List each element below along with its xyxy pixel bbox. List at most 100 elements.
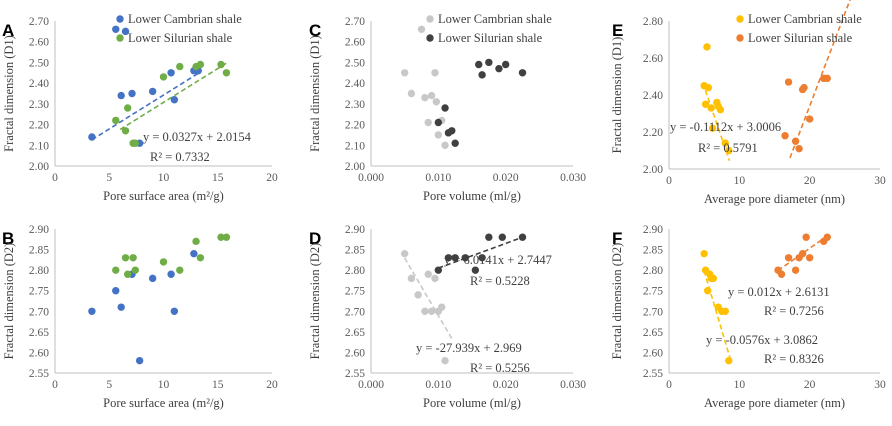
- regression-annotation: y = 6.0141x + 2.7447: [444, 253, 552, 267]
- legend-marker: [736, 15, 744, 23]
- data-point: [131, 139, 139, 147]
- y-tick-label: 2.70: [29, 16, 49, 28]
- x-tick-label: 30: [874, 175, 886, 187]
- data-point: [441, 104, 449, 112]
- legend-label: Lower Silurian shale: [748, 31, 853, 45]
- legend-label: Lower Cambrian shale: [748, 12, 862, 26]
- y-tick-label: 2.90: [345, 224, 365, 236]
- x-tick-label: 30: [874, 379, 886, 391]
- x-tick-label: 0: [52, 379, 58, 391]
- x-tick-label: 20: [804, 175, 816, 187]
- y-tick-label: 2.30: [29, 99, 49, 111]
- panel-letter: C: [309, 21, 321, 40]
- x-tick-label: 0.030: [560, 379, 586, 391]
- y-tick-label: 2.00: [643, 164, 663, 176]
- chart-panel-d: D 0.000 0.010 0.020 0.030 2.55 2.60 2.65 2.70 2.7…: [308, 224, 586, 410]
- x-tick-label: 0: [52, 172, 58, 184]
- y-tick-label: 2.75: [643, 286, 663, 298]
- data-point: [427, 307, 436, 315]
- y-tick-label: 2.00: [29, 161, 49, 173]
- regression-annotation: R² = 0.8326: [764, 352, 824, 366]
- data-point: [148, 87, 157, 96]
- data-point: [121, 127, 130, 135]
- x-tick-label: 15: [212, 379, 224, 391]
- y-tick-label: 2.80: [29, 265, 49, 277]
- data-point: [148, 274, 157, 283]
- data-point: [170, 96, 179, 104]
- data-point: [478, 254, 486, 262]
- trendline: [703, 270, 731, 359]
- regression-annotation: y = -0.0576x + 3.0862: [706, 333, 818, 347]
- data-point: [431, 69, 439, 77]
- data-point: [725, 356, 733, 365]
- data-point: [196, 254, 205, 262]
- data-point: [800, 83, 808, 92]
- data-point: [117, 303, 125, 311]
- x-tick-label: 0: [666, 379, 672, 391]
- y-tick-label: 2.70: [643, 306, 663, 318]
- y-tick-label: 2.60: [29, 347, 49, 359]
- data-point: [703, 287, 712, 295]
- data-point: [791, 266, 800, 274]
- data-point: [784, 78, 793, 86]
- data-point: [421, 307, 429, 315]
- trendline: [789, 0, 851, 159]
- y-tick-label: 2.60: [643, 53, 663, 65]
- data-point: [190, 249, 198, 258]
- legend-label: Lower Cambrian shale: [438, 12, 552, 26]
- data-point: [495, 64, 503, 73]
- data-point: [159, 73, 168, 81]
- y-tick-label: 2.90: [643, 224, 663, 236]
- y-tick-label: 2.55: [345, 368, 365, 380]
- data-point: [131, 266, 139, 274]
- data-point: [701, 100, 710, 108]
- x-tick-label: 20: [804, 379, 816, 391]
- y-tick-label: 2.00: [345, 161, 365, 173]
- data-point: [518, 69, 527, 77]
- legend-marker: [426, 15, 434, 23]
- y-tick-label: 2.80: [643, 265, 663, 277]
- panel-letter: E: [612, 21, 623, 40]
- y-tick-label: 2.40: [643, 90, 663, 102]
- x-tick-label: 0.000: [358, 172, 384, 184]
- y-axis-label: Fractal dimension (D1): [308, 35, 322, 152]
- data-point: [434, 131, 443, 139]
- y-tick-label: 2.30: [345, 99, 365, 111]
- panel-letter: F: [612, 229, 622, 248]
- data-point: [192, 237, 200, 246]
- data-point: [704, 83, 713, 92]
- data-point: [400, 249, 409, 258]
- data-point: [802, 233, 810, 241]
- data-point: [441, 356, 449, 365]
- x-tick-label: 10: [734, 379, 746, 391]
- data-point: [112, 25, 120, 33]
- regression-annotation: y = 0.0327x + 2.0154: [143, 130, 252, 144]
- y-tick-label: 2.60: [643, 347, 663, 359]
- x-tick-label: 5: [106, 379, 112, 391]
- x-tick-label: 0.020: [493, 172, 519, 184]
- x-tick-label: 10: [158, 379, 170, 391]
- data-point: [709, 274, 718, 283]
- data-point: [417, 25, 426, 33]
- data-point: [424, 270, 432, 278]
- data-point: [112, 116, 120, 125]
- data-point: [112, 266, 120, 274]
- data-point: [407, 89, 416, 98]
- data-point: [196, 60, 205, 69]
- data-point: [434, 118, 443, 127]
- y-tick-label: 2.70: [345, 16, 365, 28]
- x-tick-label: 5: [106, 172, 112, 184]
- y-tick-label: 2.40: [345, 78, 365, 90]
- regression-annotation: y = -0.1112x + 3.0006: [670, 120, 781, 134]
- data-point: [721, 307, 729, 315]
- legend-marker: [426, 34, 434, 42]
- regression-annotation: R² = 0.7256: [764, 304, 824, 318]
- data-point: [112, 287, 120, 295]
- y-tick-label: 2.85: [29, 245, 49, 257]
- data-point: [135, 356, 144, 365]
- x-tick-label: 0.010: [425, 172, 451, 184]
- data-point: [167, 270, 175, 278]
- y-tick-label: 2.20: [643, 127, 663, 139]
